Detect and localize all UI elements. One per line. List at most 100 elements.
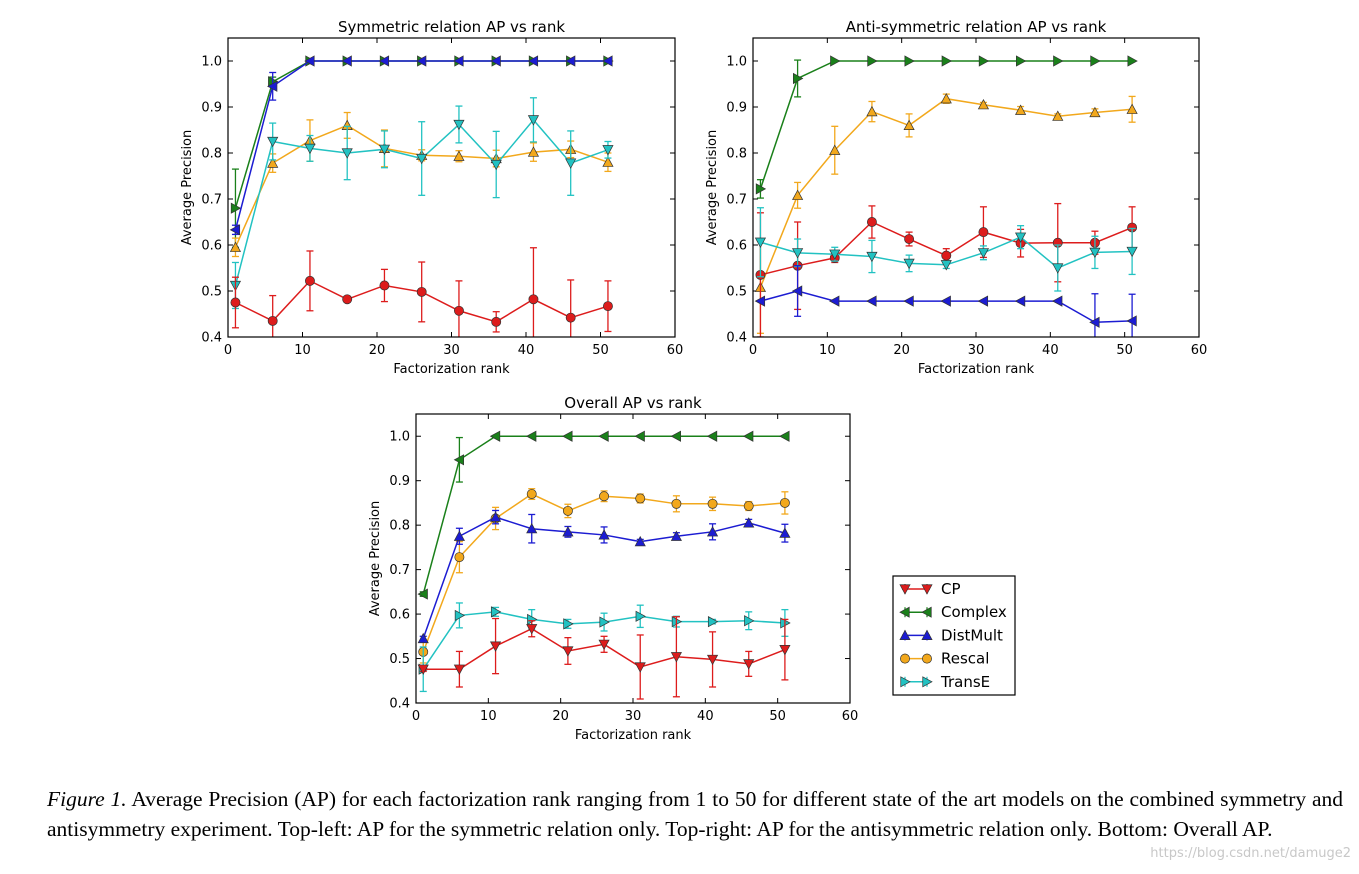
data-point <box>453 530 465 541</box>
data-point <box>527 115 540 126</box>
legend-marker <box>900 676 911 688</box>
x-tick-label: 50 <box>1116 343 1133 358</box>
data-point <box>670 430 682 442</box>
x-tick-label: 10 <box>819 343 836 358</box>
data-point <box>903 119 915 130</box>
data-point <box>1052 295 1063 307</box>
legend-marker <box>921 584 933 595</box>
data-point <box>706 430 718 442</box>
x-tick-label: 0 <box>412 709 420 724</box>
x-tick-label: 10 <box>480 709 497 724</box>
y-tick-label: 0.6 <box>201 239 222 254</box>
data-point <box>304 143 316 155</box>
data-point <box>341 55 352 67</box>
data-point <box>417 664 429 675</box>
x-tick-label: 20 <box>893 343 910 358</box>
series-complex <box>755 55 1138 199</box>
y-tick-label: 0.7 <box>201 193 222 208</box>
legend-marker <box>921 629 933 641</box>
data-point <box>378 55 390 67</box>
y-tick-label: 0.7 <box>389 563 410 578</box>
data-point <box>526 624 538 635</box>
x-tick-label: 50 <box>592 343 609 358</box>
axes-frame <box>415 413 851 704</box>
x-axis-label: Factorization rank <box>918 362 1035 377</box>
data-point <box>416 286 427 297</box>
data-point <box>866 217 877 227</box>
x-tick-label: 20 <box>369 343 386 358</box>
x-tick-label: 60 <box>1191 343 1208 358</box>
data-point <box>415 55 427 67</box>
data-point <box>453 150 465 161</box>
data-point <box>977 248 990 259</box>
data-point <box>267 315 278 326</box>
data-point <box>792 189 804 200</box>
x-tick-label: 40 <box>1042 343 1059 358</box>
legend-entry-complex: Complex <box>899 603 1007 621</box>
data-point <box>454 552 465 563</box>
y-tick-label: 1.0 <box>726 55 747 70</box>
data-point <box>635 610 646 622</box>
x-tick-label: 20 <box>552 709 569 724</box>
data-point <box>634 662 646 673</box>
data-point <box>267 136 279 148</box>
legend-label: CP <box>941 580 961 598</box>
data-point <box>941 55 953 67</box>
data-point <box>791 285 803 297</box>
series-cp <box>230 247 613 337</box>
data-point <box>342 294 353 305</box>
data-point <box>670 530 682 541</box>
data-point <box>528 294 539 305</box>
data-point <box>229 224 241 236</box>
data-point <box>454 305 464 316</box>
y-tick-label: 0.4 <box>389 697 410 712</box>
x-tick-label: 30 <box>443 343 460 358</box>
data-point <box>266 80 278 92</box>
data-point <box>830 55 841 67</box>
series-cp <box>417 616 791 700</box>
data-point <box>598 430 609 442</box>
chart-title: Anti-symmetric relation AP vs rank <box>846 18 1107 36</box>
series-transe <box>754 207 1138 292</box>
data-point <box>903 295 914 307</box>
chart-title: Symmetric relation AP vs rank <box>338 18 565 36</box>
legend-entry-distmult: DistMult <box>899 626 1003 644</box>
y-tick-label: 0.9 <box>389 474 410 489</box>
legend-label: DistMult <box>941 626 1003 644</box>
y-tick-label: 0.8 <box>201 147 222 162</box>
data-point <box>602 156 614 167</box>
plot-area <box>754 55 1138 337</box>
data-point <box>941 250 952 261</box>
y-axis-label: Average Precision <box>180 130 195 246</box>
series-complex <box>417 430 790 600</box>
data-point <box>978 55 990 67</box>
data-point <box>230 297 241 308</box>
legend-label: TransE <box>940 673 990 691</box>
data-point <box>1090 55 1101 67</box>
data-point <box>562 505 573 516</box>
legend-marker <box>922 653 932 664</box>
data-point <box>490 159 502 171</box>
data-point <box>454 609 466 621</box>
data-point <box>743 659 755 670</box>
data-point <box>743 517 755 528</box>
data-point <box>526 489 537 499</box>
series-line <box>422 435 785 595</box>
legend-marker <box>922 676 933 688</box>
data-point <box>229 241 242 252</box>
data-point <box>634 430 645 442</box>
legend-marker <box>899 629 911 641</box>
y-tick-label: 0.6 <box>389 608 410 623</box>
y-axis-label: Average Precision <box>368 501 383 617</box>
x-tick-label: 60 <box>667 343 684 358</box>
data-point <box>635 493 646 504</box>
data-point <box>304 55 315 67</box>
x-tick-label: 30 <box>968 343 985 358</box>
chart-panel-1: Symmetric relation AP vs rank 0 10 20 30 40 50… <box>180 18 683 377</box>
data-point <box>230 202 242 214</box>
x-tick-label: 50 <box>769 709 786 724</box>
data-point <box>416 153 428 165</box>
data-point <box>489 641 502 652</box>
data-point <box>1126 103 1138 114</box>
data-point <box>599 491 610 502</box>
